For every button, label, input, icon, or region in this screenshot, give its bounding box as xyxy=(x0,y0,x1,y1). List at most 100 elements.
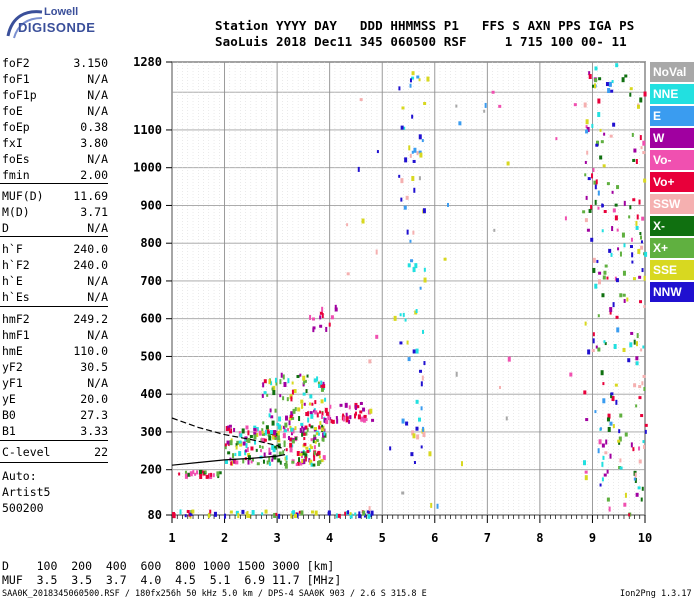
echo-point xyxy=(314,510,318,516)
echo-point xyxy=(404,318,407,322)
param-row: fxI 3.80 xyxy=(2,136,108,152)
echo-point xyxy=(255,432,259,437)
echo-point xyxy=(239,441,243,447)
echo-point xyxy=(283,442,286,448)
echo-point xyxy=(282,425,285,429)
echo-point xyxy=(290,427,294,432)
virtual-height-trace xyxy=(171,454,286,466)
echo-point xyxy=(278,416,282,422)
param-label: hmF1 xyxy=(2,328,30,342)
echo-point xyxy=(304,456,307,462)
echo-point xyxy=(345,417,349,423)
echo-point xyxy=(298,416,301,422)
echo-point xyxy=(599,128,602,132)
echo-point xyxy=(308,448,311,453)
echo-point xyxy=(242,441,246,446)
echo-point xyxy=(611,190,614,194)
echo-point xyxy=(638,385,642,389)
echo-point xyxy=(443,257,447,261)
param-label: foF1p xyxy=(2,88,37,102)
y-tick-label: 200 xyxy=(140,463,162,477)
echo-point xyxy=(624,74,628,78)
echo-point xyxy=(592,257,596,263)
echo-point xyxy=(334,304,337,309)
echo-point xyxy=(342,416,345,422)
echo-point xyxy=(209,509,212,514)
echo-point xyxy=(455,371,458,377)
echo-point xyxy=(603,270,607,275)
echo-point xyxy=(346,223,349,227)
echo-point xyxy=(204,470,207,474)
echo-point xyxy=(337,513,341,518)
echo-point xyxy=(314,440,317,444)
echo-point xyxy=(263,391,267,395)
echo-point xyxy=(602,398,606,404)
echo-point xyxy=(605,82,609,87)
echo-point xyxy=(639,97,643,103)
echo-point xyxy=(321,414,324,419)
echo-point xyxy=(268,461,271,466)
echo-point xyxy=(285,415,289,421)
echo-point xyxy=(484,102,487,108)
echo-point xyxy=(642,140,646,146)
echo-point xyxy=(399,341,403,345)
param-row: C-level 22 xyxy=(2,445,108,461)
echo-point xyxy=(597,347,601,352)
legend-item: Vo- xyxy=(650,150,694,170)
echo-point xyxy=(310,462,313,467)
echo-point xyxy=(403,205,407,210)
echo-point xyxy=(607,413,611,419)
echo-point xyxy=(323,428,326,434)
echo-point xyxy=(313,409,316,413)
param-label: foF2 xyxy=(2,56,30,70)
echo-point xyxy=(274,436,277,440)
echo-point xyxy=(611,396,615,402)
param-value: 27.3 xyxy=(80,408,108,422)
echo-point xyxy=(294,407,297,412)
param-label: D xyxy=(2,221,9,235)
echo-point xyxy=(619,458,622,463)
echo-point xyxy=(644,429,647,434)
y-tick-label: 900 xyxy=(140,198,162,212)
echo-point xyxy=(224,513,227,519)
echo-point xyxy=(305,412,309,417)
echo-point xyxy=(599,483,602,487)
echo-point xyxy=(415,348,419,354)
echo-point xyxy=(294,426,297,431)
x-tick-label: 6 xyxy=(431,531,438,545)
echo-point xyxy=(640,497,643,502)
echo-point xyxy=(605,439,608,445)
echo-point xyxy=(235,460,239,465)
echo-point xyxy=(300,422,304,426)
echo-point xyxy=(621,77,625,83)
echo-point xyxy=(595,179,598,185)
echo-point xyxy=(279,460,282,465)
echo-point xyxy=(601,293,605,298)
echo-point xyxy=(289,447,293,453)
param-label: yF2 xyxy=(2,360,23,374)
echo-point xyxy=(611,226,614,232)
echo-point xyxy=(564,216,567,221)
echo-point xyxy=(322,455,326,461)
echo-point xyxy=(412,230,415,235)
echo-point xyxy=(610,392,614,396)
echo-point xyxy=(619,466,623,470)
echo-point xyxy=(291,460,295,464)
echo-point xyxy=(278,451,282,456)
echo-point xyxy=(588,208,592,213)
y-tick-label: 300 xyxy=(140,425,162,439)
echo-point xyxy=(401,106,405,110)
echo-point xyxy=(312,438,315,444)
echo-point xyxy=(418,134,422,140)
param-value: N/A xyxy=(87,88,108,102)
echo-point xyxy=(642,345,645,349)
echo-point xyxy=(596,140,600,146)
echo-point xyxy=(604,342,607,346)
x-tick-label: 10 xyxy=(638,531,652,545)
echo-point xyxy=(308,423,311,427)
echo-point xyxy=(594,66,598,71)
echo-point xyxy=(600,370,604,376)
echo-point xyxy=(349,513,353,519)
echo-point xyxy=(415,399,419,404)
